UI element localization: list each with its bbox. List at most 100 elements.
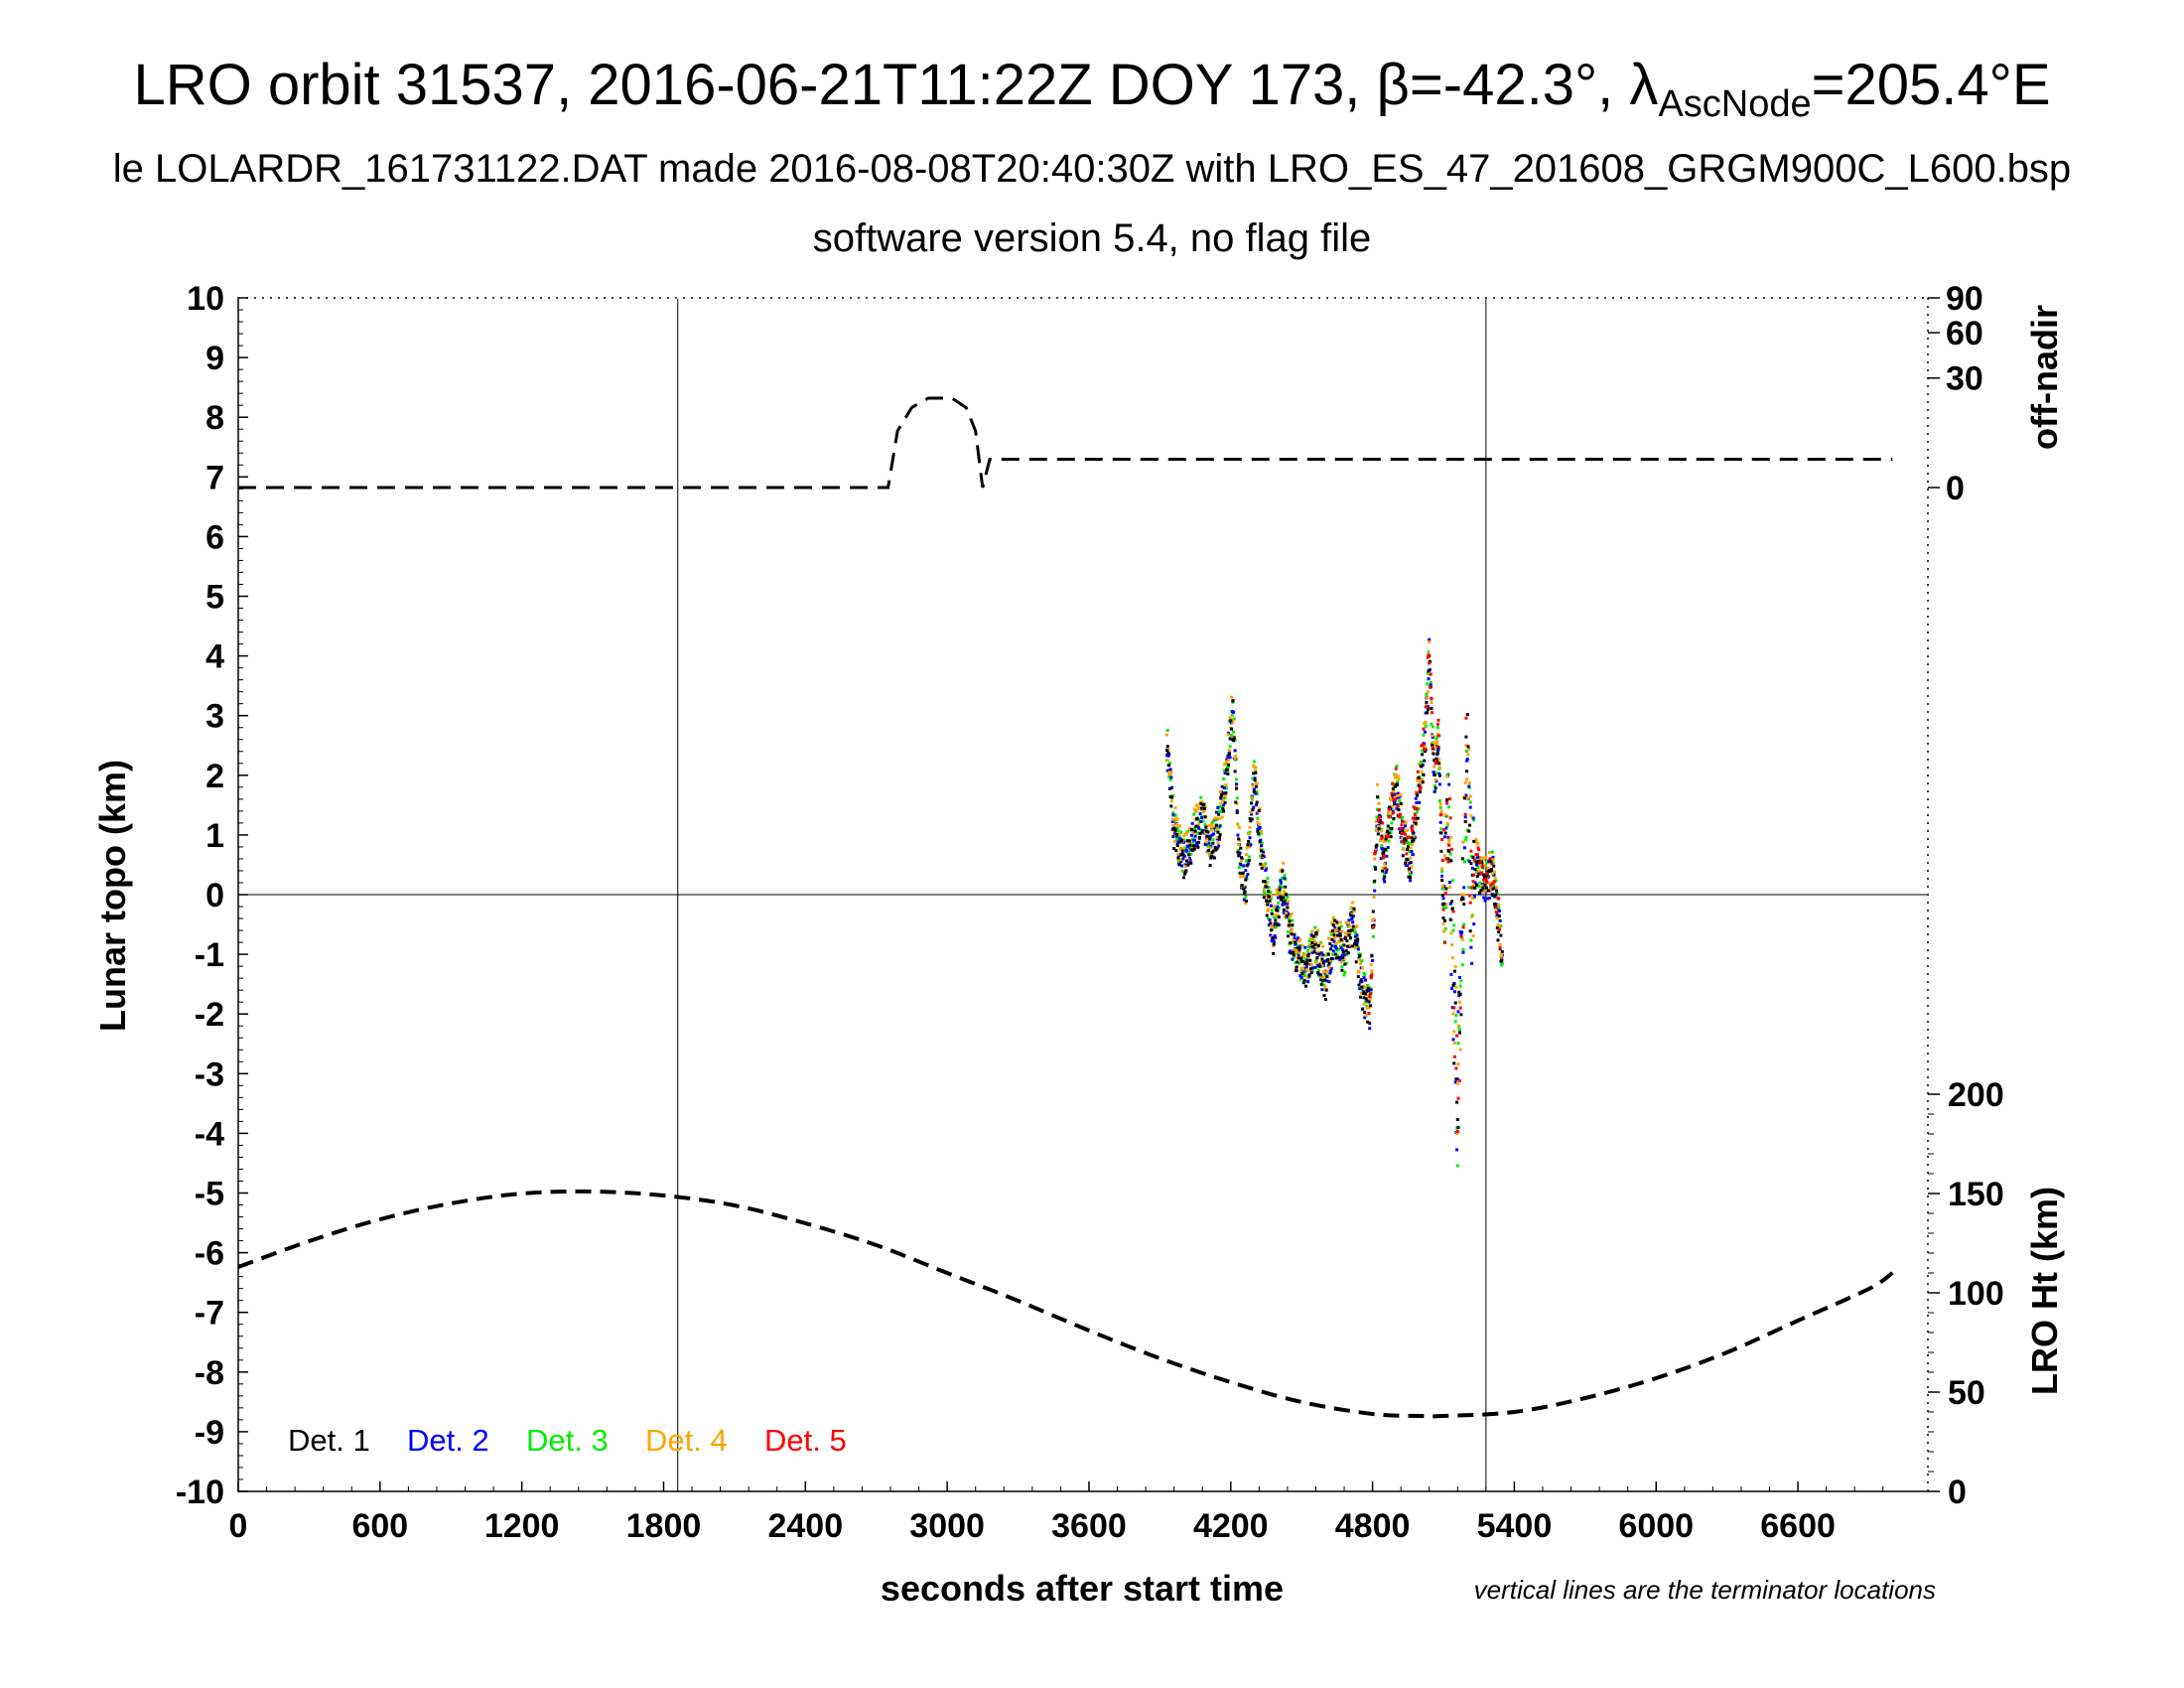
topo-point xyxy=(1457,1024,1461,1028)
topo-point xyxy=(1443,927,1447,930)
topo-point xyxy=(1497,903,1501,907)
topo-point xyxy=(1409,846,1413,850)
topo-point xyxy=(1460,893,1464,897)
topo-point xyxy=(1416,810,1420,814)
topo-point xyxy=(1376,832,1380,836)
topo-point xyxy=(1269,933,1273,937)
y-tick-label-10: 10 xyxy=(187,280,224,318)
topo-point xyxy=(1179,847,1183,851)
topo-point xyxy=(1437,758,1441,762)
off-nadir-tick-label-60: 60 xyxy=(1946,315,1983,352)
topo-point xyxy=(1323,984,1327,988)
y-tick-label-6: 6 xyxy=(205,518,224,556)
topo-point xyxy=(1203,815,1207,819)
topo-point xyxy=(1380,834,1384,838)
topo-point xyxy=(1383,880,1387,884)
topo-point xyxy=(1329,932,1333,936)
topo-point xyxy=(1303,962,1307,965)
topo-point xyxy=(1411,853,1415,856)
topo-point xyxy=(1432,741,1435,745)
topo-point xyxy=(1437,772,1441,775)
topo-point xyxy=(1482,864,1486,868)
topo-point xyxy=(1183,865,1187,869)
topo-point xyxy=(1180,839,1183,843)
topo-point xyxy=(1378,815,1382,819)
topo-point xyxy=(1275,888,1279,892)
x-axis-title: seconds after start time xyxy=(881,1568,1284,1609)
topo-point xyxy=(1176,852,1180,856)
topo-point xyxy=(1279,883,1283,887)
topo-point xyxy=(1180,864,1183,868)
topo-point xyxy=(1264,862,1268,866)
topo-point xyxy=(1165,745,1169,749)
topo-point xyxy=(1177,832,1181,836)
topo-point xyxy=(1313,965,1317,969)
x-tick-label-3000: 3000 xyxy=(909,1507,985,1545)
topo-point xyxy=(1293,948,1297,951)
topo-point xyxy=(1441,897,1445,901)
topo-point xyxy=(1475,853,1479,856)
topo-point xyxy=(1295,965,1298,969)
topo-point xyxy=(1494,906,1498,910)
topo-point xyxy=(1429,672,1433,676)
topo-point xyxy=(1462,903,1466,907)
topo-point xyxy=(1329,967,1333,970)
topo-point xyxy=(1366,987,1370,990)
topo-point xyxy=(1336,954,1340,958)
topo-point xyxy=(1497,897,1501,901)
topo-point xyxy=(1192,847,1196,851)
topo-point xyxy=(1256,816,1260,820)
topo-point xyxy=(1184,869,1188,873)
topo-point xyxy=(1343,970,1347,974)
topo-point xyxy=(1222,786,1226,790)
topo-point xyxy=(1190,828,1193,831)
topo-point xyxy=(1236,823,1240,827)
topo-point xyxy=(1462,893,1466,897)
topo-point xyxy=(1187,853,1191,857)
topo-point xyxy=(1324,997,1327,1001)
topo-point xyxy=(1421,780,1425,784)
lro-ht-tick-label-100: 100 xyxy=(1948,1275,2004,1313)
topo-point xyxy=(1381,869,1385,873)
topo-point xyxy=(1242,887,1246,891)
topo-point xyxy=(1485,872,1489,876)
topo-point xyxy=(1313,925,1317,929)
topo-point xyxy=(1458,984,1462,988)
topo-point xyxy=(1469,945,1473,949)
topo-point xyxy=(1386,846,1390,849)
topo-point xyxy=(1196,845,1200,849)
topo-point xyxy=(1500,949,1504,953)
topo-point xyxy=(1172,831,1176,835)
topo-point xyxy=(1359,995,1362,999)
topo-point xyxy=(1280,876,1284,880)
topo-point xyxy=(1477,885,1481,889)
lro-ht-tick-label-0: 0 xyxy=(1948,1474,1967,1511)
x-tick-label-4200: 4200 xyxy=(1193,1507,1269,1545)
topo-point xyxy=(1274,935,1278,939)
topo-point xyxy=(1452,1006,1456,1010)
topo-point xyxy=(1218,833,1222,837)
topo-point xyxy=(1452,990,1456,994)
y-tick-label--9: -9 xyxy=(195,1414,224,1452)
topo-point xyxy=(1490,862,1494,866)
topo-point xyxy=(1330,944,1334,948)
topo-point xyxy=(1468,901,1472,905)
topo-point xyxy=(1168,768,1172,772)
topo-point xyxy=(1301,981,1305,985)
topo-point xyxy=(1199,801,1203,805)
topo-point xyxy=(1195,831,1199,835)
topo-point xyxy=(1461,947,1465,951)
topo-point xyxy=(1392,816,1396,820)
topo-point xyxy=(1451,1012,1455,1016)
topo-point xyxy=(1351,914,1355,918)
topo-point xyxy=(1310,941,1314,944)
topo-point xyxy=(1448,836,1452,839)
topo-point xyxy=(1320,988,1324,992)
topo-point xyxy=(1232,730,1236,734)
topo-point xyxy=(1345,953,1349,956)
topo-point xyxy=(1326,958,1330,962)
topo-point xyxy=(1396,791,1400,795)
topo-point xyxy=(1257,833,1261,837)
topo-point xyxy=(1268,918,1272,921)
topo-point xyxy=(1334,946,1338,950)
